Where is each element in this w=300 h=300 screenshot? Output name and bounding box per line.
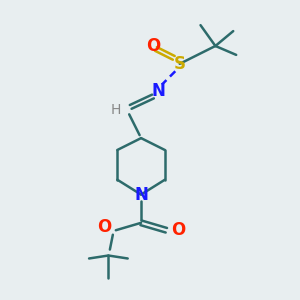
Text: N: N: [134, 186, 148, 204]
Text: S: S: [174, 55, 186, 73]
Text: O: O: [171, 221, 185, 239]
Text: O: O: [97, 218, 111, 236]
Text: O: O: [146, 37, 160, 55]
Text: N: N: [152, 82, 166, 100]
Text: H: H: [111, 103, 121, 117]
